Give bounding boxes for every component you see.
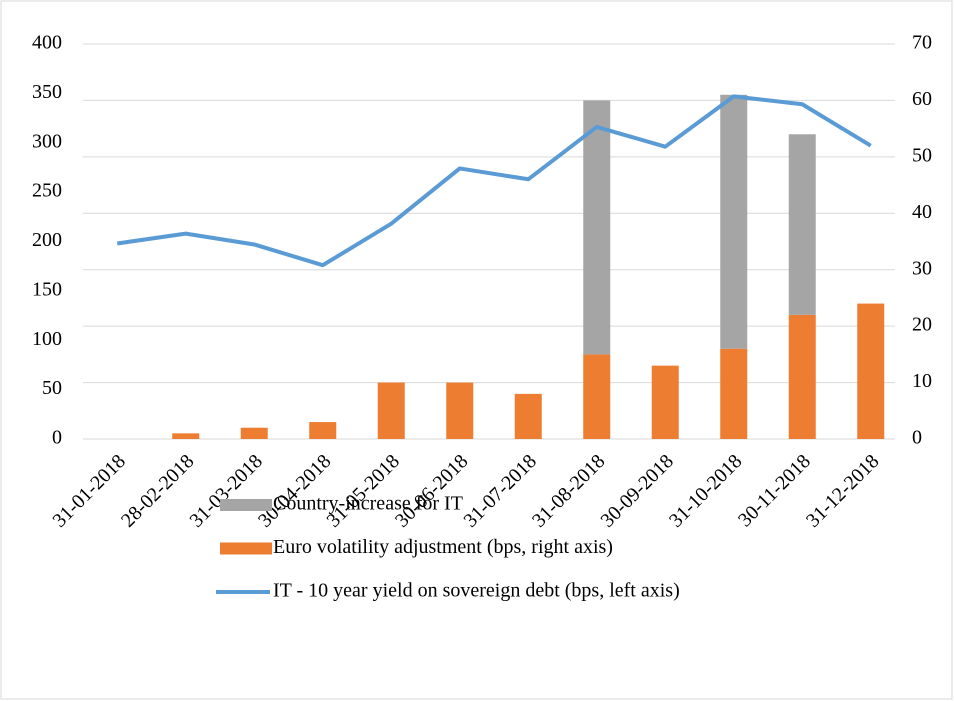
bar [788, 134, 816, 315]
y2-tick-label: 0 [912, 427, 922, 449]
legend-label: IT - 10 year yield on sovereign debt (bp… [273, 580, 680, 602]
bar [857, 303, 885, 439]
y-tick-label: 400 [32, 32, 62, 54]
legend-label: Euro volatility adjustment (bps, right a… [273, 536, 613, 558]
bar [446, 382, 474, 439]
y-tick-label: 250 [32, 180, 62, 202]
bar [309, 422, 337, 439]
bar [651, 365, 679, 439]
bar [172, 433, 200, 439]
bar [720, 94, 748, 349]
line [116, 94, 872, 268]
bar [720, 348, 748, 439]
bar [240, 427, 268, 439]
bar [788, 314, 816, 439]
y-tick-label: 50 [42, 377, 62, 399]
legend-label: Country-increase for IT [273, 493, 463, 515]
legend-swatch [220, 542, 272, 555]
y-tick-label: 0 [52, 427, 62, 449]
bar [583, 100, 611, 355]
legend-swatch [220, 499, 272, 511]
y2-tick-label: 40 [912, 201, 932, 223]
y-tick-label: 150 [32, 278, 62, 300]
y2-tick-label: 20 [912, 314, 932, 336]
y2-tick-label: 70 [912, 32, 932, 54]
y2-tick-label: 10 [912, 370, 932, 392]
y-tick-label: 100 [32, 328, 62, 350]
y-tick-label: 300 [32, 130, 62, 152]
y-tick-label: 350 [32, 81, 62, 103]
y2-tick-label: 60 [912, 88, 932, 110]
bar [583, 354, 611, 439]
y2-tick-label: 50 [912, 144, 932, 166]
y-tick-label: 200 [32, 229, 62, 251]
y2-tick-label: 30 [912, 257, 932, 279]
bar [377, 382, 405, 439]
bar [514, 393, 542, 439]
